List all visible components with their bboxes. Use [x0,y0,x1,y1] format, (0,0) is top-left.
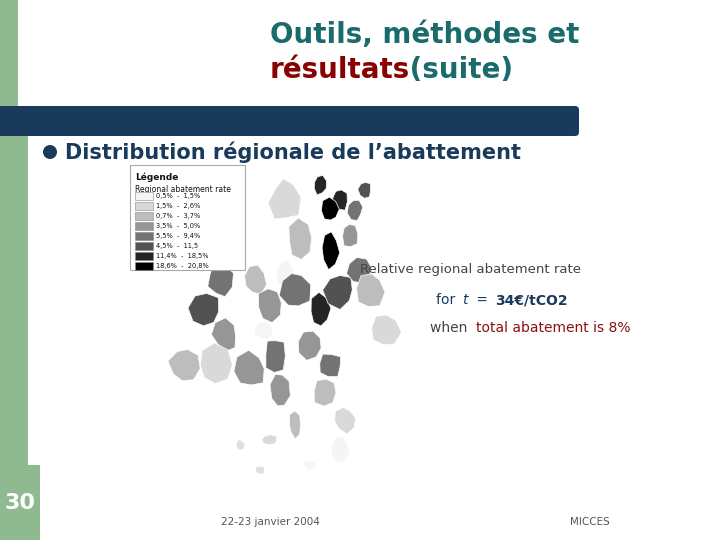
Polygon shape [266,341,285,373]
Text: total abatement is 8%: total abatement is 8% [476,321,631,335]
Polygon shape [320,354,341,376]
Text: 5,5%  -  9,4%: 5,5% - 9,4% [156,233,200,239]
Polygon shape [321,197,339,220]
Polygon shape [372,315,402,345]
Bar [135,202,153,210]
Polygon shape [304,461,316,469]
Polygon shape [314,379,336,406]
Polygon shape [356,274,385,307]
Polygon shape [333,190,347,210]
Polygon shape [323,275,352,309]
Bar [135,222,153,230]
Polygon shape [236,440,245,450]
Polygon shape [270,374,290,406]
Polygon shape [261,435,276,444]
Polygon shape [276,259,295,289]
Text: t: t [462,293,467,307]
Polygon shape [314,176,327,195]
Polygon shape [148,214,163,247]
Polygon shape [148,207,162,234]
Polygon shape [346,258,372,283]
Polygon shape [234,350,264,385]
Text: 1,5%  -  2,6%: 1,5% - 2,6% [156,203,200,209]
Bar [135,192,153,200]
Polygon shape [256,467,264,474]
Polygon shape [331,436,350,463]
Circle shape [43,145,57,159]
Polygon shape [298,331,321,360]
Bar [0,110,575,132]
Bar [0,0,190,110]
Text: MICCES: MICCES [570,517,610,527]
Text: résultats: résultats [270,56,410,84]
FancyBboxPatch shape [18,0,703,120]
Polygon shape [208,262,233,296]
Polygon shape [335,408,356,434]
Polygon shape [258,289,282,323]
Polygon shape [279,274,311,306]
Polygon shape [268,179,301,219]
Polygon shape [188,293,219,326]
Polygon shape [153,244,168,267]
Text: 30: 30 [4,493,35,513]
Polygon shape [168,349,200,381]
Text: Légende: Légende [135,173,179,183]
Text: 4,5%  -  11,5: 4,5% - 11,5 [156,243,198,249]
Polygon shape [200,343,233,383]
Text: 0,7%  -  3,7%: 0,7% - 3,7% [156,213,200,219]
Bar [135,252,153,260]
Polygon shape [311,292,331,326]
Polygon shape [254,322,273,339]
Text: 11,4%  -  18,5%: 11,4% - 18,5% [156,253,209,259]
Bar [130,165,245,270]
Text: 18,6%  -  20,8%: 18,6% - 20,8% [156,263,209,269]
Polygon shape [166,208,186,253]
Text: =: = [472,293,492,307]
Bar [135,242,153,250]
Polygon shape [322,232,340,269]
Bar [0,465,40,540]
Polygon shape [347,200,363,221]
Bar [135,232,153,240]
Polygon shape [343,225,358,247]
Polygon shape [289,411,300,439]
Polygon shape [289,218,312,259]
FancyBboxPatch shape [0,106,579,136]
Polygon shape [358,183,371,198]
Polygon shape [141,178,155,193]
Polygon shape [212,318,235,352]
Text: 34€/tCO2: 34€/tCO2 [495,293,567,307]
Bar [135,262,153,270]
Polygon shape [244,265,266,294]
Bar [0,0,28,540]
Text: Outils, méthodes et: Outils, méthodes et [270,21,580,49]
Text: Distribution régionale de l’abattement: Distribution régionale de l’abattement [65,141,521,163]
Text: (suite): (suite) [400,56,513,84]
Bar [135,212,153,220]
Text: Regional abatement rate: Regional abatement rate [135,185,231,194]
Text: 3,5%  -  5,0%: 3,5% - 5,0% [156,223,200,229]
Text: for: for [436,293,459,307]
Text: 0,5%  -  1,5%: 0,5% - 1,5% [156,193,200,199]
Text: Relative regional abatement rate: Relative regional abatement rate [359,264,580,276]
Text: 22-23 janvier 2004: 22-23 janvier 2004 [220,517,320,527]
Text: when: when [430,321,472,335]
